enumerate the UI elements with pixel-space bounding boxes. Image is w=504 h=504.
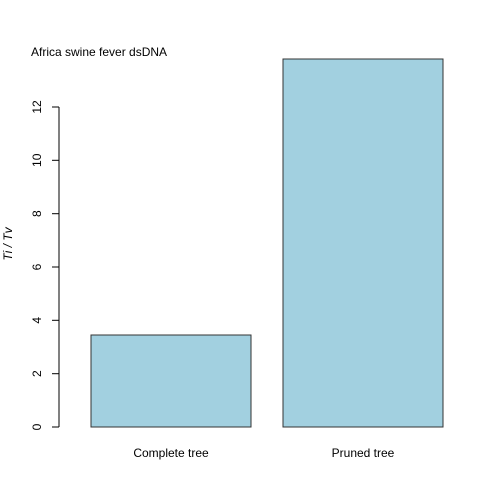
x-category-labels: Complete tree Pruned tree [133,446,394,460]
bar-complete-tree [90,334,252,428]
y-tick-label: 2 [30,370,44,377]
x-tick-label: Pruned tree [332,446,395,460]
bars-group [90,58,444,428]
bar-pruned-tree [282,58,444,428]
x-tick-label: Complete tree [133,446,209,460]
y-tick-label: 12 [30,100,44,114]
y-tick-label: 0 [30,423,44,430]
y-axis-label: Ti / Tv [1,226,15,260]
y-tick-label: 8 [30,210,44,217]
y-tick-label: 6 [30,263,44,270]
y-axis: 0 2 4 6 8 10 12 [30,100,60,430]
y-tick-label: 4 [30,317,44,324]
chart-title: Africa swine fever dsDNA [31,45,167,59]
y-tick-label: 10 [30,153,44,167]
